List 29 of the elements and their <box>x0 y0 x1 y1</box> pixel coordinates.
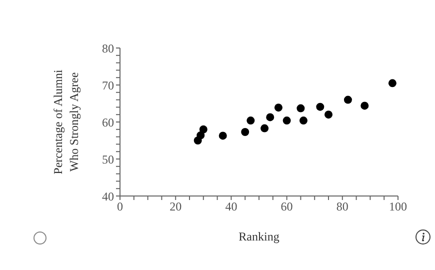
y-tick-label: 60 <box>102 115 114 130</box>
point <box>316 102 324 111</box>
point <box>246 116 255 125</box>
y-tick-label: 80 <box>102 41 114 56</box>
point <box>218 132 227 140</box>
point <box>196 131 205 140</box>
x-tick-label: 60 <box>280 200 293 214</box>
point <box>299 116 308 125</box>
point <box>324 110 332 119</box>
point <box>388 79 396 88</box>
y-tick-label: 50 <box>102 152 114 166</box>
point <box>274 104 282 112</box>
point <box>260 124 269 132</box>
point <box>199 125 208 134</box>
y-tick-label: 40 <box>102 189 114 204</box>
x-tick-label: 80 <box>336 200 348 214</box>
point <box>360 102 369 110</box>
x-axis-title: Ranking <box>238 230 280 244</box>
point <box>241 128 250 136</box>
y-axis-title: Percentage of Alumni Who Strongly Agree <box>51 69 81 174</box>
x-tick-label: 20 <box>170 200 182 214</box>
x-tick-label: 40 <box>225 200 238 214</box>
x-tick-label: 0 <box>117 200 123 214</box>
point <box>266 113 274 122</box>
point <box>282 116 291 125</box>
point <box>344 96 352 104</box>
point <box>296 104 305 112</box>
y-tick-label: 70 <box>102 78 114 92</box>
x-tick-label: 100 <box>389 200 407 214</box>
